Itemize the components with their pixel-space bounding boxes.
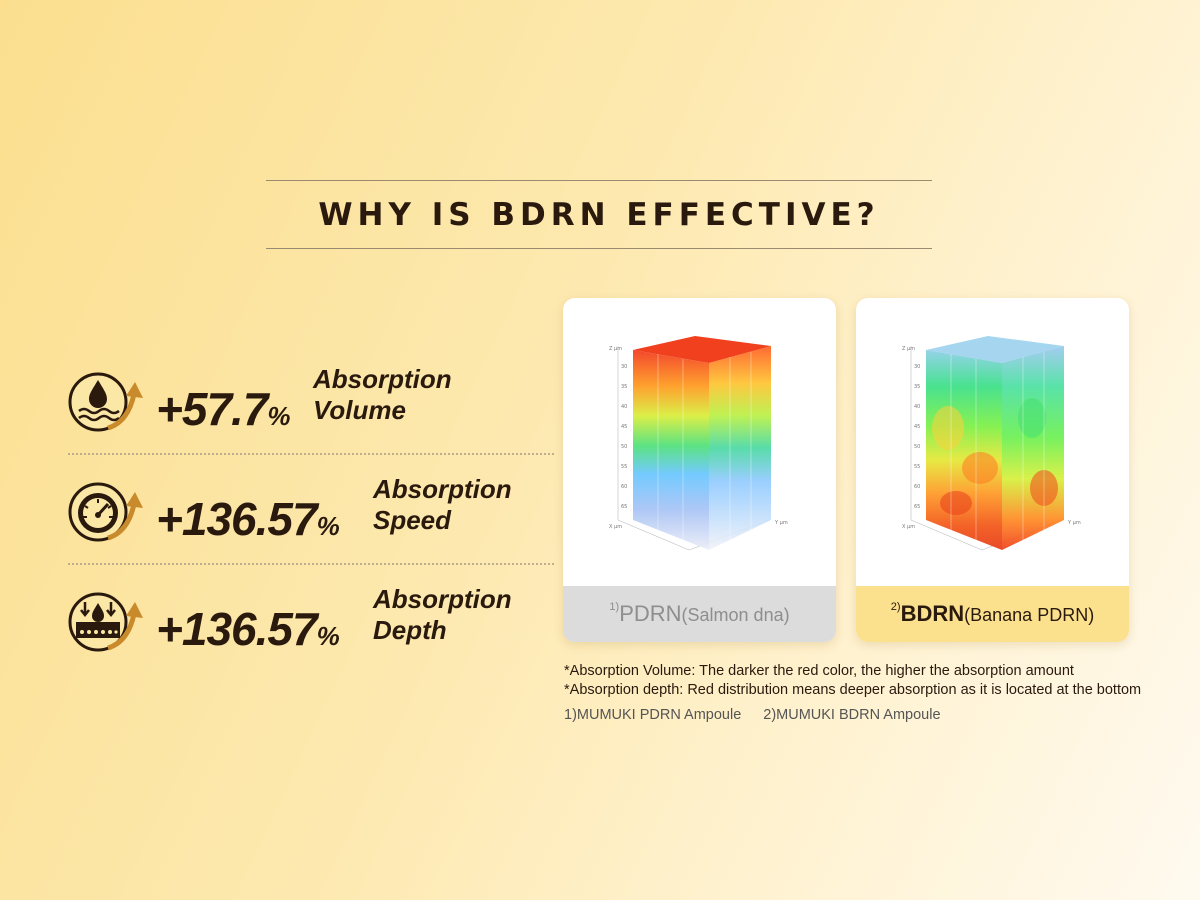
svg-text:Z µm: Z µm xyxy=(609,346,622,352)
pdrn-label: 1)PDRN(Salmon dna) xyxy=(563,586,836,642)
divider xyxy=(68,563,554,565)
stat-value: +136.57% xyxy=(156,603,340,655)
stat-label: Absorption Speed xyxy=(373,474,512,535)
note-absorption-depth: *Absorption depth: Red distribution mean… xyxy=(564,682,1142,698)
svg-text:35: 35 xyxy=(621,384,627,390)
stat-value: +57.7% xyxy=(156,383,291,435)
svg-text:30: 30 xyxy=(621,364,627,370)
bdrn-label: 2)BDRN(Banana PDRN) xyxy=(856,586,1129,642)
svg-text:45: 45 xyxy=(914,424,920,430)
speedometer-icon xyxy=(68,482,143,542)
stat-absorption-depth: +136.57% Absorption Depth xyxy=(68,584,558,688)
stat-label: Absorption Depth xyxy=(373,584,512,645)
stat-absorption-speed: +136.57% Absorption Speed xyxy=(68,474,558,578)
svg-text:40: 40 xyxy=(621,404,627,410)
svg-text:55: 55 xyxy=(621,464,627,470)
stat-absorption-volume: +57.7% Absorption Volume xyxy=(68,364,558,468)
svg-text:X µm: X µm xyxy=(609,524,622,530)
svg-text:40: 40 xyxy=(914,404,920,410)
references: 1)MUMUKI PDRN Ampoule 2)MUMUKI BDRN Ampou… xyxy=(564,707,941,723)
svg-text:Y µm: Y µm xyxy=(1067,520,1081,526)
svg-text:60: 60 xyxy=(621,484,627,490)
svg-text:45: 45 xyxy=(621,424,627,430)
svg-text:X µm: X µm xyxy=(902,524,915,530)
svg-text:55: 55 xyxy=(914,464,920,470)
pdrn-card: Z µm X µm Y µm 30 35 40 45 50 55 60 65 1)PDRN(S… xyxy=(563,298,836,642)
svg-text:65: 65 xyxy=(621,504,627,510)
reference-1: 1)MUMUKI PDRN Ampoule xyxy=(564,707,742,723)
stat-value: +136.57% xyxy=(156,493,340,545)
svg-text:35: 35 xyxy=(914,384,920,390)
reference-2: 2)MUMUKI BDRN Ampoule xyxy=(763,707,941,723)
page-title: WHY IS BDRN EFFECTIVE? xyxy=(318,197,880,233)
skin-penetration-icon xyxy=(68,592,143,652)
svg-text:50: 50 xyxy=(621,444,627,450)
divider xyxy=(68,453,554,455)
svg-text:60: 60 xyxy=(914,484,920,490)
stat-label: Absorption Volume xyxy=(313,364,452,425)
svg-text:30: 30 xyxy=(914,364,920,370)
bdrn-card: Z µm X µm Y µm 30 35 40 45 50 55 60 65 2)BDRN(B… xyxy=(856,298,1129,642)
pdrn-3d-absorption-cube: Z µm X µm Y µm 30 35 40 45 50 55 60 65 xyxy=(609,336,788,551)
water-drop-waves-icon xyxy=(68,372,143,432)
bdrn-3d-absorption-cube: Z µm X µm Y µm 30 35 40 45 50 55 60 65 xyxy=(902,336,1081,551)
svg-text:50: 50 xyxy=(914,444,920,450)
svg-text:65: 65 xyxy=(914,504,920,510)
note-absorption-volume: *Absorption Volume: The darker the red c… xyxy=(564,663,1074,679)
svg-text:Y µm: Y µm xyxy=(774,520,788,526)
svg-text:Z µm: Z µm xyxy=(902,346,915,352)
title-frame: WHY IS BDRN EFFECTIVE? xyxy=(266,180,932,249)
